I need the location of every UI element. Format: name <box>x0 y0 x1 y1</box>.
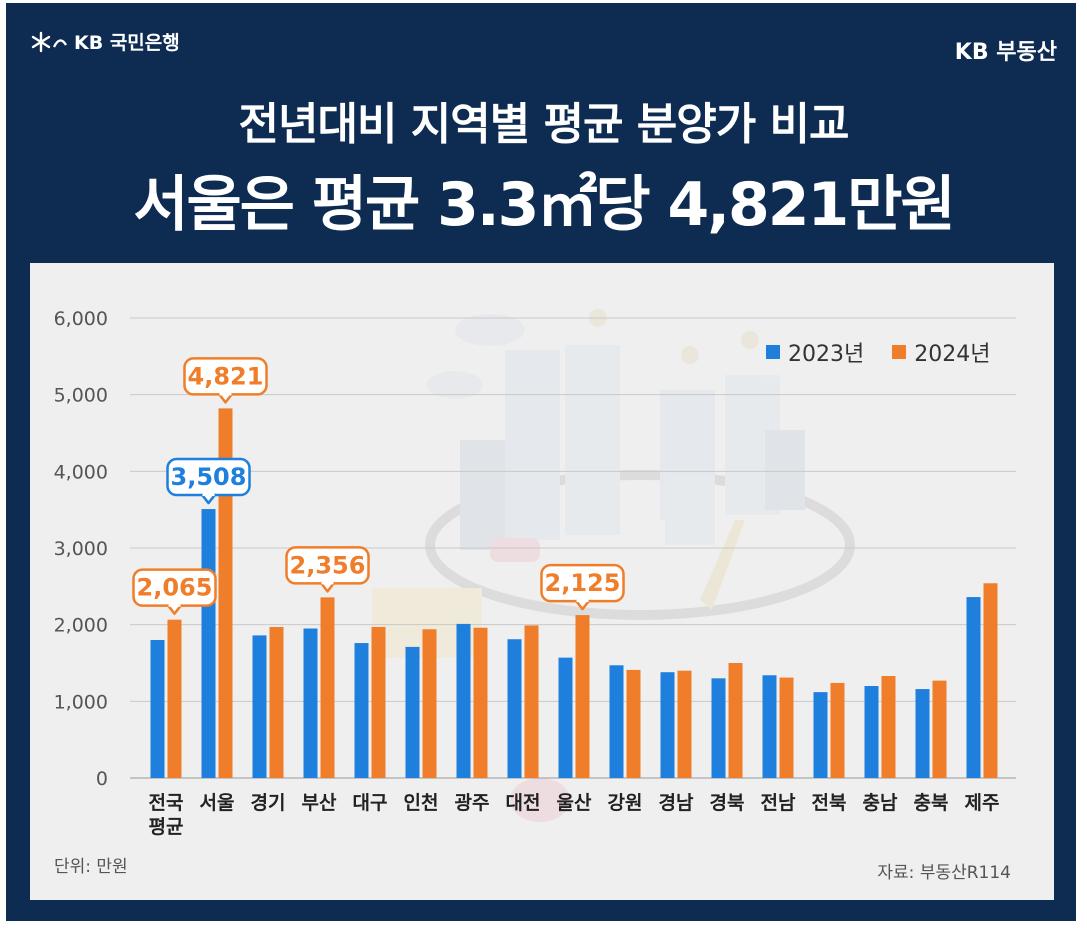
bar-2024 <box>728 663 743 778</box>
x-tick-label: 전국 <box>149 792 184 814</box>
legend-item-2023: 2023년 <box>766 336 864 368</box>
callout-pointer <box>574 599 591 611</box>
callout-pointer-mask <box>219 391 232 396</box>
bar-2024 <box>779 677 794 778</box>
bar-2023 <box>762 675 777 778</box>
bar-2024 <box>983 583 998 778</box>
page-subtitle: 전년대비 지역별 평균 분양가 비교 <box>238 99 850 150</box>
kb-realestate-logo: KB 부동산 <box>954 40 1057 65</box>
x-tick-label: 강원 <box>608 792 643 814</box>
y-tick-label: 3,000 <box>54 538 108 560</box>
bar-2024 <box>218 408 233 778</box>
y-tick-label: 1,000 <box>54 691 108 713</box>
x-tick-label: 충남 <box>863 792 898 814</box>
legend-item-2024: 2024년 <box>892 336 990 368</box>
page-title: 서울은 평균 3.3㎡당 4,821만원 <box>133 170 955 240</box>
source-note: 자료: 부동산R114 <box>877 863 1011 883</box>
bar-2023 <box>507 639 522 778</box>
y-tick-label: 5,000 <box>54 385 108 407</box>
x-tick-label: 전북 <box>812 792 847 814</box>
bar-2024 <box>371 626 386 778</box>
bar-2024 <box>473 627 488 778</box>
bar-2023 <box>252 635 267 778</box>
unit-note: 단위: 만원 <box>54 857 128 877</box>
data-label-callout: 2,125 <box>540 563 625 611</box>
x-tick-label: 인천 <box>404 792 439 814</box>
callout-pointer <box>166 603 183 615</box>
kb-star-icon <box>31 31 68 52</box>
bar-2023 <box>405 646 420 778</box>
legend-label-2024: 2024년 <box>914 342 991 367</box>
callout-pointer <box>319 581 336 593</box>
y-tick-label: 2,000 <box>54 615 108 637</box>
data-label-callout: 3,508 <box>166 457 251 505</box>
x-tick-label: 제주 <box>965 792 1000 814</box>
bar-2024 <box>524 625 539 778</box>
callout-pointer-mask <box>168 602 181 607</box>
data-label-callout: 2,356 <box>285 546 370 593</box>
callout-value: 2,065 <box>137 574 213 602</box>
bar-2023 <box>813 692 828 778</box>
chart-legend: 2023년 2024년 <box>766 336 990 368</box>
x-tick-label: 경남 <box>659 792 694 814</box>
bar-2024 <box>320 597 335 778</box>
bar-2023 <box>201 509 216 778</box>
x-tick-label: 부산 <box>302 792 337 814</box>
x-tick-label: 대전 <box>506 792 541 814</box>
bar-2024 <box>932 680 947 778</box>
bar-2024 <box>830 682 845 778</box>
bar-2024 <box>881 676 896 778</box>
callout-value: 2,125 <box>545 569 621 597</box>
kb-bank-logo-text: KB 국민은행 <box>74 32 180 54</box>
bar-2023 <box>558 657 573 778</box>
bar-2023 <box>354 643 369 778</box>
bar-2023 <box>660 672 675 778</box>
callout-value: 2,356 <box>290 551 366 579</box>
x-tick-label: 서울 <box>200 792 235 814</box>
callout-pointer-mask <box>576 598 589 603</box>
bar-2023 <box>609 665 624 778</box>
city-illustration <box>372 309 855 822</box>
x-tick-label: 울산 <box>557 792 592 814</box>
bar-2024 <box>677 670 692 778</box>
y-tick-label: 6,000 <box>54 308 108 330</box>
x-tick-label: 경기 <box>251 792 286 814</box>
bar-2023 <box>864 686 879 778</box>
bar-2024 <box>626 669 641 778</box>
bar-2023 <box>303 628 318 778</box>
x-tick-label: 대구 <box>353 792 388 814</box>
x-tick-label: 평균 <box>149 816 184 838</box>
data-label-callout: 4,821 <box>183 357 268 404</box>
y-tick-label: 4,000 <box>54 461 108 483</box>
x-tick-label: 전남 <box>761 792 796 814</box>
kb-bank-logo: KB 국민은행 <box>30 28 180 55</box>
data-label-callout: 2,065 <box>132 568 217 615</box>
bar-2024 <box>167 619 182 778</box>
bar-2023 <box>150 640 165 778</box>
legend-swatch-2023 <box>766 345 780 359</box>
bar-2023 <box>966 597 981 778</box>
callout-pointer <box>217 392 234 404</box>
legend-swatch-2024 <box>892 345 907 359</box>
bar-2024 <box>422 629 437 778</box>
y-tick-label: 0 <box>96 768 108 790</box>
legend-label-2023: 2023년 <box>788 342 865 367</box>
bar-2024 <box>269 626 284 778</box>
x-tick-label: 충북 <box>914 792 949 814</box>
x-tick-label: 경북 <box>710 792 745 814</box>
bar-2024 <box>575 615 590 778</box>
bar-2023 <box>711 678 726 778</box>
callout-pointer-mask <box>202 492 215 497</box>
callout-pointer-mask <box>321 580 334 585</box>
x-tick-label: 광주 <box>455 792 490 814</box>
callout-pointer <box>200 493 217 505</box>
callout-value: 4,821 <box>188 362 264 390</box>
bar-2023 <box>915 689 930 778</box>
callout-value: 3,508 <box>171 463 247 491</box>
bar-2023 <box>456 623 471 778</box>
